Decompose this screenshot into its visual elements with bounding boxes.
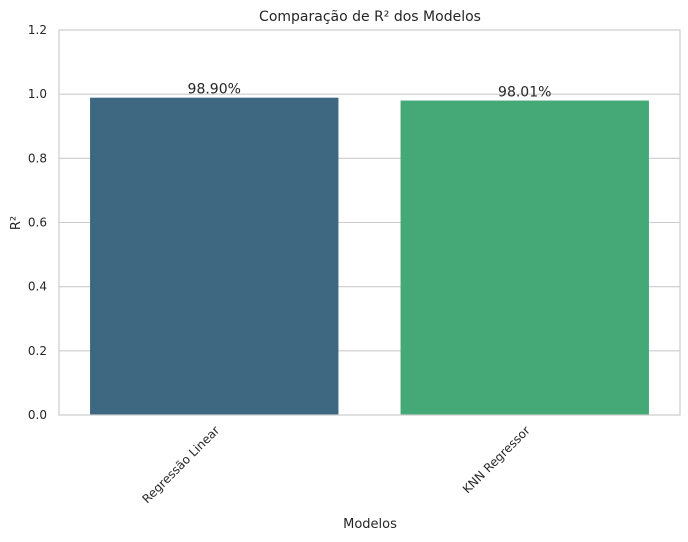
bar-value-label: 98.90% — [188, 82, 241, 98]
bar — [400, 100, 649, 416]
chart-title: Comparação de R² dos Modelos — [259, 9, 481, 25]
bar-value-labels: 98.90% 98.01% — [188, 82, 552, 101]
y-tick-label: 1.2 — [28, 23, 47, 37]
y-tick-label: 0.4 — [28, 280, 47, 294]
y-axis-ticks: 0.0 0.2 0.4 0.6 0.8 1.0 1.2 — [28, 23, 47, 422]
x-tick-label: Regressão Linear — [140, 423, 223, 506]
bar-value-label: 98.01% — [498, 85, 551, 101]
bar — [90, 97, 339, 415]
x-tick-label: KNN Regressor — [460, 423, 533, 496]
y-axis-label: R² — [9, 216, 24, 230]
y-tick-label: 0.8 — [28, 151, 47, 165]
y-tick-label: 0.2 — [28, 344, 47, 358]
plot-frame — [58, 29, 681, 416]
y-tick-label: 1.0 — [28, 87, 47, 101]
x-axis-ticks: Regressão Linear KNN Regressor — [140, 423, 533, 506]
bars — [90, 97, 649, 416]
x-axis-label: Modelos — [343, 517, 397, 532]
y-tick-label: 0.0 — [28, 408, 47, 422]
y-tick-label: 0.6 — [28, 216, 47, 230]
